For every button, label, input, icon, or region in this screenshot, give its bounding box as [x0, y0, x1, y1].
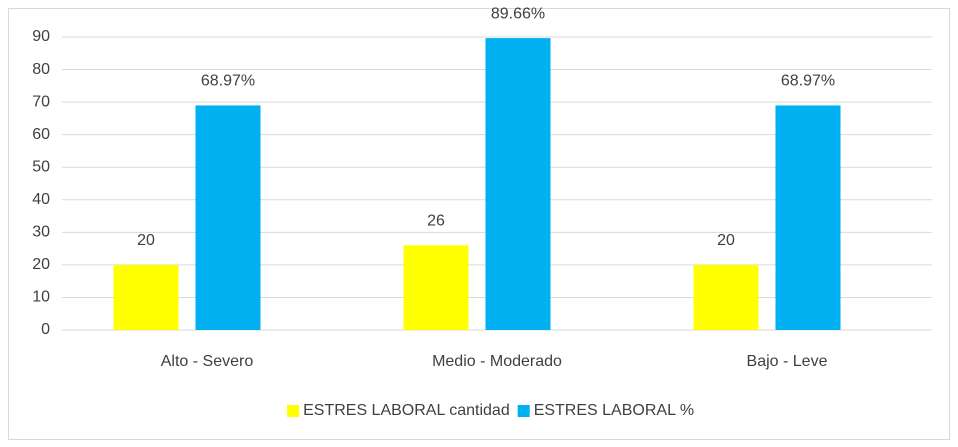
legend-swatch	[517, 405, 530, 417]
legend-swatch	[287, 405, 300, 417]
y-tick-label: 10	[32, 289, 50, 306]
y-tick-label: 80	[32, 61, 50, 78]
data-label: 68.97%	[201, 73, 255, 90]
data-label: 68.97%	[781, 73, 835, 90]
legend-label: ESTRES LABORAL cantidad	[303, 402, 510, 419]
bar	[775, 105, 841, 331]
y-tick-label: 50	[32, 158, 50, 175]
bar	[113, 264, 179, 330]
y-tick-label: 90	[32, 28, 50, 45]
y-tick-label: 20	[32, 256, 50, 273]
bar	[485, 38, 551, 331]
data-label: 20	[137, 232, 155, 249]
y-tick-label: 60	[32, 126, 50, 143]
x-tick-label: Bajo - Leve	[747, 353, 828, 370]
x-tick-label: Alto - Severo	[161, 353, 254, 370]
data-label: 26	[427, 213, 445, 230]
data-label: 89.66%	[491, 5, 545, 22]
bar	[693, 264, 759, 330]
data-label: 20	[717, 232, 735, 249]
bar	[403, 245, 469, 330]
y-tick-label: 70	[32, 93, 50, 110]
y-tick-label: 40	[32, 191, 50, 208]
x-tick-label: Medio - Moderado	[432, 353, 562, 370]
y-tick-label: 0	[41, 321, 50, 338]
y-tick-label: 30	[32, 224, 50, 241]
legend-label: ESTRES LABORAL %	[534, 402, 694, 419]
bar	[195, 105, 261, 331]
